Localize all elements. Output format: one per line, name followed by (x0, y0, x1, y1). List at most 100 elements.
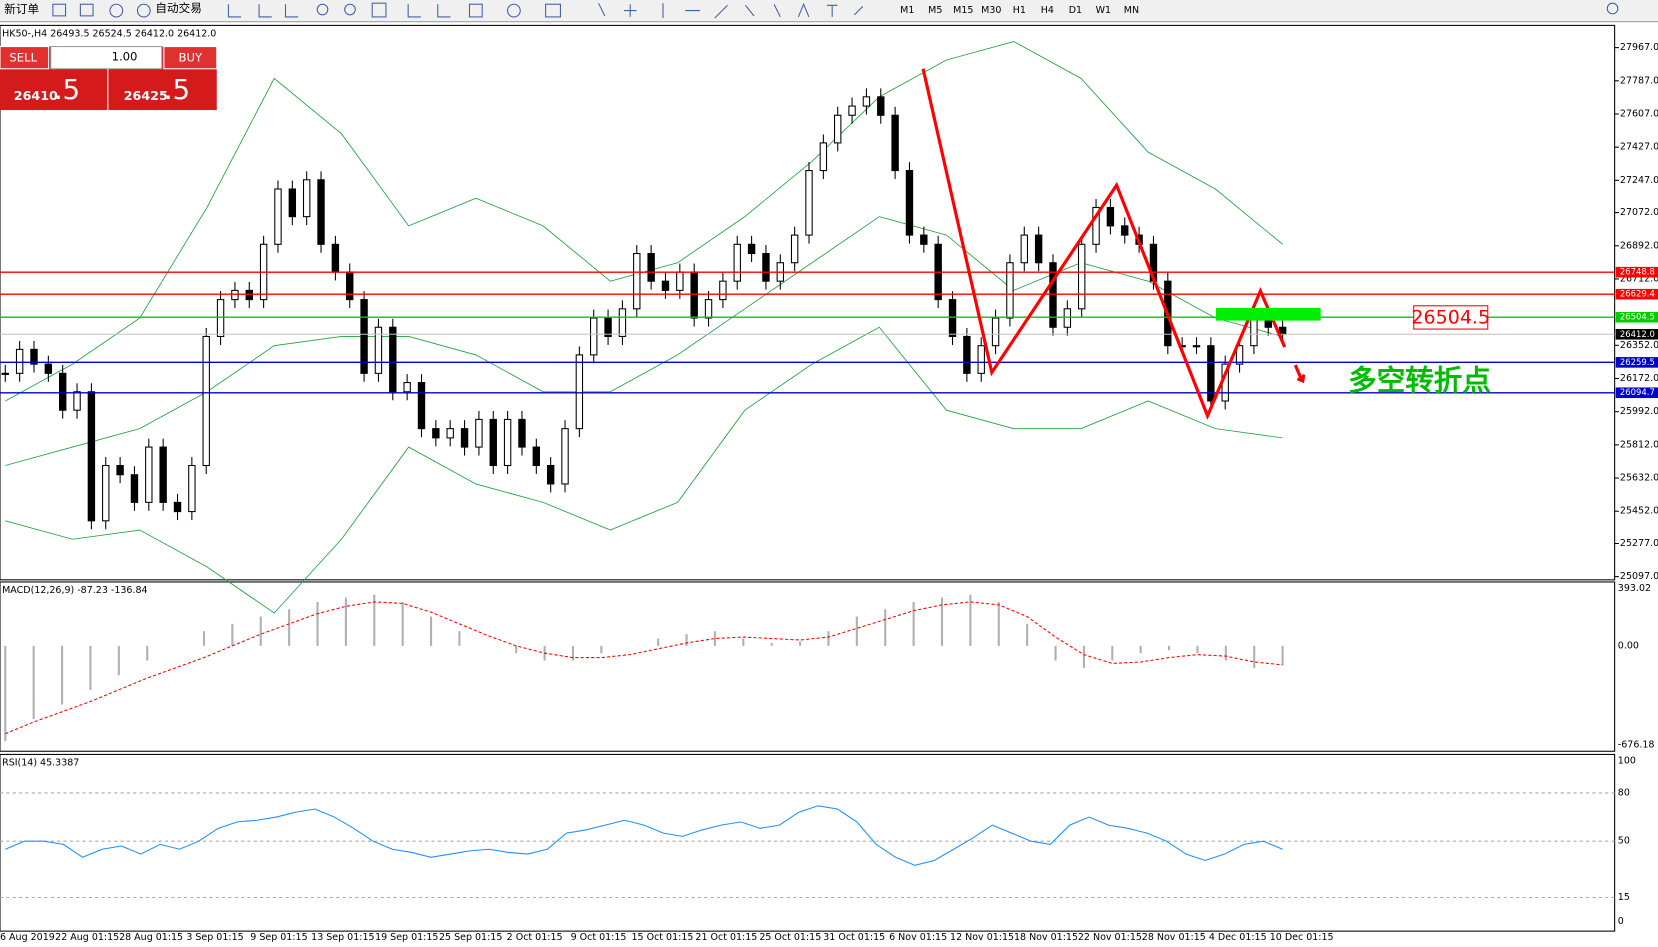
price-level-label: 26259.5 (1620, 357, 1655, 367)
x-tick-label: 21 Oct 01:15 (695, 932, 757, 943)
price-level-label: 26629.4 (1620, 289, 1655, 299)
price-annotation: 26504.5 (1411, 306, 1490, 328)
candle (346, 271, 354, 301)
candle (446, 428, 454, 439)
timeframe-button[interactable]: M30 (981, 5, 1001, 16)
main-panel (0, 24, 1616, 581)
candle (1006, 262, 1014, 319)
candle (834, 114, 842, 144)
y-tick-label: 27247.0 (1620, 175, 1658, 186)
x-tick-label: 2 Oct 01:15 (507, 932, 563, 943)
macd-signal (5, 601, 1283, 735)
candle (1106, 206, 1115, 227)
candle (503, 418, 512, 467)
timeframe-button[interactable]: MN (1124, 5, 1139, 16)
timeframe-button[interactable]: D1 (1069, 5, 1082, 16)
candle (73, 391, 81, 411)
candle (317, 179, 325, 245)
text-annotation: 多空转折点 (1348, 363, 1491, 397)
x-tick-label: 15 Oct 01:15 (632, 932, 694, 943)
candle (991, 317, 1000, 347)
rsi-label: RSI(14) 45.3387 (2, 757, 79, 768)
candle (1034, 234, 1043, 264)
candle (130, 474, 139, 503)
x-tick-label: 22 Nov 01:15 (1078, 932, 1142, 943)
x-tick-label: 9 Oct 01:15 (571, 932, 627, 943)
sell-fraction: .5 (54, 74, 80, 106)
price-level-tag (1615, 387, 1658, 399)
trade-panel: SELL BUY 1.00 26410 .5 26425 .5 (0, 46, 218, 111)
candle (733, 243, 741, 282)
buy-button[interactable] (163, 46, 218, 70)
y-tick-label: 26172.0 (1620, 373, 1658, 384)
y-tick-label: 27967.0 (1620, 42, 1658, 53)
candle (532, 446, 541, 467)
candle (1235, 345, 1244, 365)
x-tick-label: 6 Nov 01:15 (889, 932, 947, 943)
new-order-button[interactable]: 新订单 (4, 2, 39, 16)
timeframe-button[interactable]: H4 (1041, 5, 1054, 16)
candle (202, 335, 210, 467)
x-tick-label: 13 Sep 01:15 (311, 932, 374, 943)
price-level-tag (1615, 357, 1658, 368)
candle (475, 418, 483, 448)
y-tick-label: 26892.0 (1620, 240, 1658, 251)
sell-label: SELL (9, 51, 37, 65)
x-tick-label: 22 Aug 01:15 (55, 932, 119, 943)
timeframe-button[interactable]: W1 (1096, 5, 1111, 16)
x-tick-label: 10 Dec 01:15 (1270, 932, 1334, 943)
sell-price: 26410 (14, 88, 58, 103)
x-tick-label: 4 Dec 01:15 (1209, 932, 1267, 943)
auto-trade-button[interactable]: 自动交易 (155, 1, 202, 15)
macd-tick-label: 393.02 (1618, 583, 1651, 594)
candle (891, 114, 899, 172)
candle (604, 317, 612, 338)
price-level-tag (1615, 288, 1658, 300)
candle (245, 289, 253, 301)
candle (590, 317, 598, 356)
candle (647, 252, 655, 282)
candle (145, 446, 153, 503)
price-level-tag (1615, 311, 1658, 323)
candle (58, 372, 67, 411)
price-level-label: 26748.8 (1620, 267, 1655, 277)
timeframe-button[interactable]: M15 (953, 5, 973, 16)
sell-button[interactable] (0, 46, 50, 70)
candle (1063, 308, 1072, 328)
candle (360, 299, 368, 374)
price-level-label: 26094.7 (1620, 387, 1655, 397)
candle (231, 289, 239, 301)
x-tick-label: 31 Oct 01:15 (823, 932, 885, 943)
macd-label: MACD(12,26,9) -87.23 -136.84 (2, 585, 147, 596)
lots-input[interactable] (50, 46, 163, 70)
rsi-tick-label: 100 (1618, 755, 1636, 766)
rsi-tick-label: 0 (1618, 916, 1624, 927)
candle (44, 363, 53, 374)
rsi-tick-label: 80 (1618, 787, 1630, 798)
candle (403, 382, 411, 393)
candle (676, 271, 684, 291)
timeframe-button[interactable]: M1 (900, 5, 914, 16)
candle (719, 280, 727, 301)
candle (848, 105, 856, 116)
candle (1049, 262, 1057, 328)
candle (102, 464, 110, 522)
timeframe-button[interactable]: M5 (928, 5, 942, 16)
y-tick-label: 26712.0 (1620, 273, 1658, 284)
candle (977, 345, 985, 374)
candle (1, 372, 9, 375)
x-tick-label: 28 Nov 01:15 (1142, 932, 1206, 943)
zigzag-annotation (921, 68, 1306, 421)
y-tick-label: 27787.0 (1620, 75, 1658, 86)
candle (963, 335, 971, 374)
y-tick-label: 25452.0 (1620, 506, 1658, 517)
x-tick-label: 19 Sep 01:15 (375, 932, 438, 943)
price-level-label: 26504.5 (1620, 312, 1655, 322)
x-tick-label: 28 Aug 01:15 (119, 932, 183, 943)
candle (747, 243, 756, 255)
candle (805, 170, 813, 236)
timeframe-button[interactable]: H1 (1013, 5, 1026, 16)
y-tick-label: 27607.0 (1620, 108, 1658, 119)
candle (159, 446, 167, 503)
